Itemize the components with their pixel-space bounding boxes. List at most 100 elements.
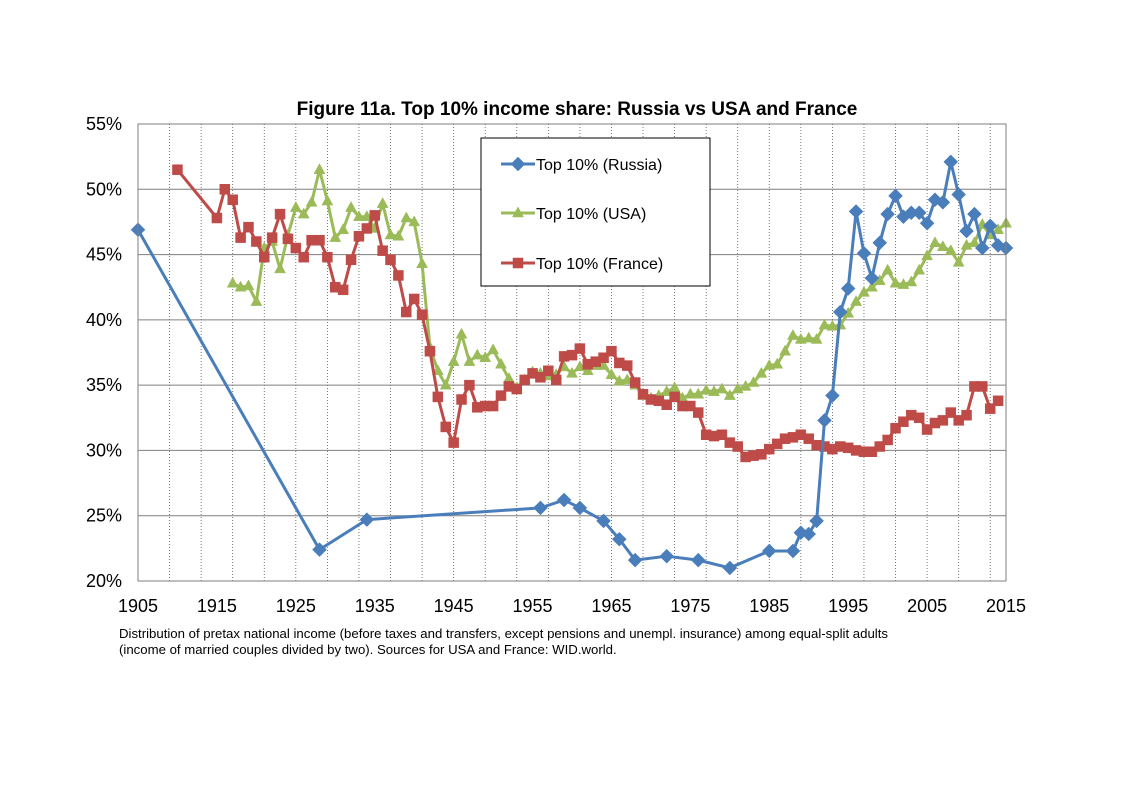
data-point: [495, 390, 507, 401]
data-point: [794, 332, 807, 344]
data-point: [274, 262, 286, 274]
data-point: [984, 403, 996, 414]
data-point: [974, 240, 990, 256]
legend-label: Top 10% (Russia): [536, 157, 662, 174]
legend-item: Top 10% (France): [501, 256, 663, 273]
legend-marker: [512, 257, 524, 269]
data-point: [629, 377, 641, 388]
data-point: [848, 204, 864, 219]
data-point: [921, 249, 934, 261]
data-point: [992, 223, 1005, 235]
data-point: [992, 395, 1004, 407]
data-point: [487, 400, 499, 412]
data-point: [818, 318, 831, 330]
data-point: [700, 383, 713, 395]
data-point: [543, 365, 554, 377]
data-point: [825, 388, 840, 403]
data-point: [951, 187, 967, 202]
data-point: [313, 163, 326, 174]
data-point: [312, 542, 327, 558]
data-point: [905, 275, 918, 287]
data-point: [803, 433, 814, 444]
data-point: [919, 215, 935, 231]
data-point: [424, 345, 436, 357]
data-point: [627, 552, 643, 568]
data-point: [479, 351, 492, 362]
data-point: [282, 233, 294, 245]
y-tick-label: 40%: [86, 310, 122, 330]
data-point: [274, 208, 286, 220]
data-point: [598, 352, 609, 363]
data-point: [959, 223, 974, 239]
data-point: [572, 500, 588, 516]
data-point: [550, 374, 562, 386]
data-point: [801, 526, 817, 542]
data-point: [408, 293, 420, 305]
legend: Top 10% (Russia) Top 10% (USA) Top 10% (Fr…: [480, 137, 711, 287]
data-point: [447, 355, 460, 366]
x-tick-label: 1925: [276, 596, 316, 616]
data-point: [219, 184, 231, 195]
data-point: [464, 379, 475, 391]
data-point: [945, 407, 957, 418]
data-point: [385, 254, 396, 266]
data-point: [732, 441, 743, 452]
data-point: [864, 270, 880, 286]
data-point: [888, 188, 903, 204]
data-point: [250, 295, 263, 306]
x-tick-label: 2015: [986, 596, 1026, 616]
data-point: [566, 366, 578, 378]
data-point: [889, 276, 902, 288]
data-point: [937, 415, 949, 426]
data-point: [880, 206, 895, 222]
data-point: [755, 366, 768, 378]
data-point: [234, 280, 247, 292]
data-point: [535, 372, 546, 383]
data-point: [566, 349, 578, 361]
data-point: [898, 416, 909, 427]
data-point: [290, 242, 302, 254]
data-point: [865, 280, 878, 292]
data-point: [693, 407, 704, 418]
data-point: [787, 329, 799, 340]
data-point: [455, 327, 468, 339]
data-point: [613, 374, 626, 386]
data-point: [944, 244, 957, 255]
data-point: [685, 400, 696, 412]
data-point: [929, 236, 941, 248]
series-top-russia: [130, 154, 1014, 576]
data-point: [826, 319, 839, 331]
data-point: [533, 500, 548, 516]
data-point: [432, 391, 444, 403]
data-point: [416, 257, 428, 268]
data-point: [661, 399, 672, 410]
data-point: [392, 229, 405, 241]
data-point: [982, 218, 998, 234]
data-point: [400, 211, 413, 223]
data-point: [377, 245, 388, 256]
data-point: [345, 201, 357, 212]
data-point: [235, 232, 246, 243]
data-point: [243, 221, 254, 233]
x-tick-label: 1965: [591, 596, 631, 616]
data-point: [487, 343, 500, 355]
data-point: [952, 255, 965, 267]
data-point: [669, 391, 680, 403]
legend-item: Top 10% (Russia): [501, 156, 662, 174]
caption-line-1: Distribution of pretax national income (…: [119, 626, 888, 641]
data-point: [519, 374, 530, 386]
data-point: [289, 201, 302, 212]
x-tick-label: 1975: [670, 596, 710, 616]
legend-item: Top 10% (USA): [501, 206, 646, 223]
data-point: [913, 412, 925, 424]
data-point: [611, 531, 627, 547]
data-point: [345, 254, 357, 266]
x-tick-label: 1995: [828, 596, 868, 616]
data-point: [913, 263, 926, 275]
plot-frame: [137, 123, 1007, 582]
data-point: [259, 251, 270, 263]
y-tick-label: 25%: [86, 506, 122, 526]
data-point: [723, 389, 736, 400]
data-point: [266, 232, 278, 243]
